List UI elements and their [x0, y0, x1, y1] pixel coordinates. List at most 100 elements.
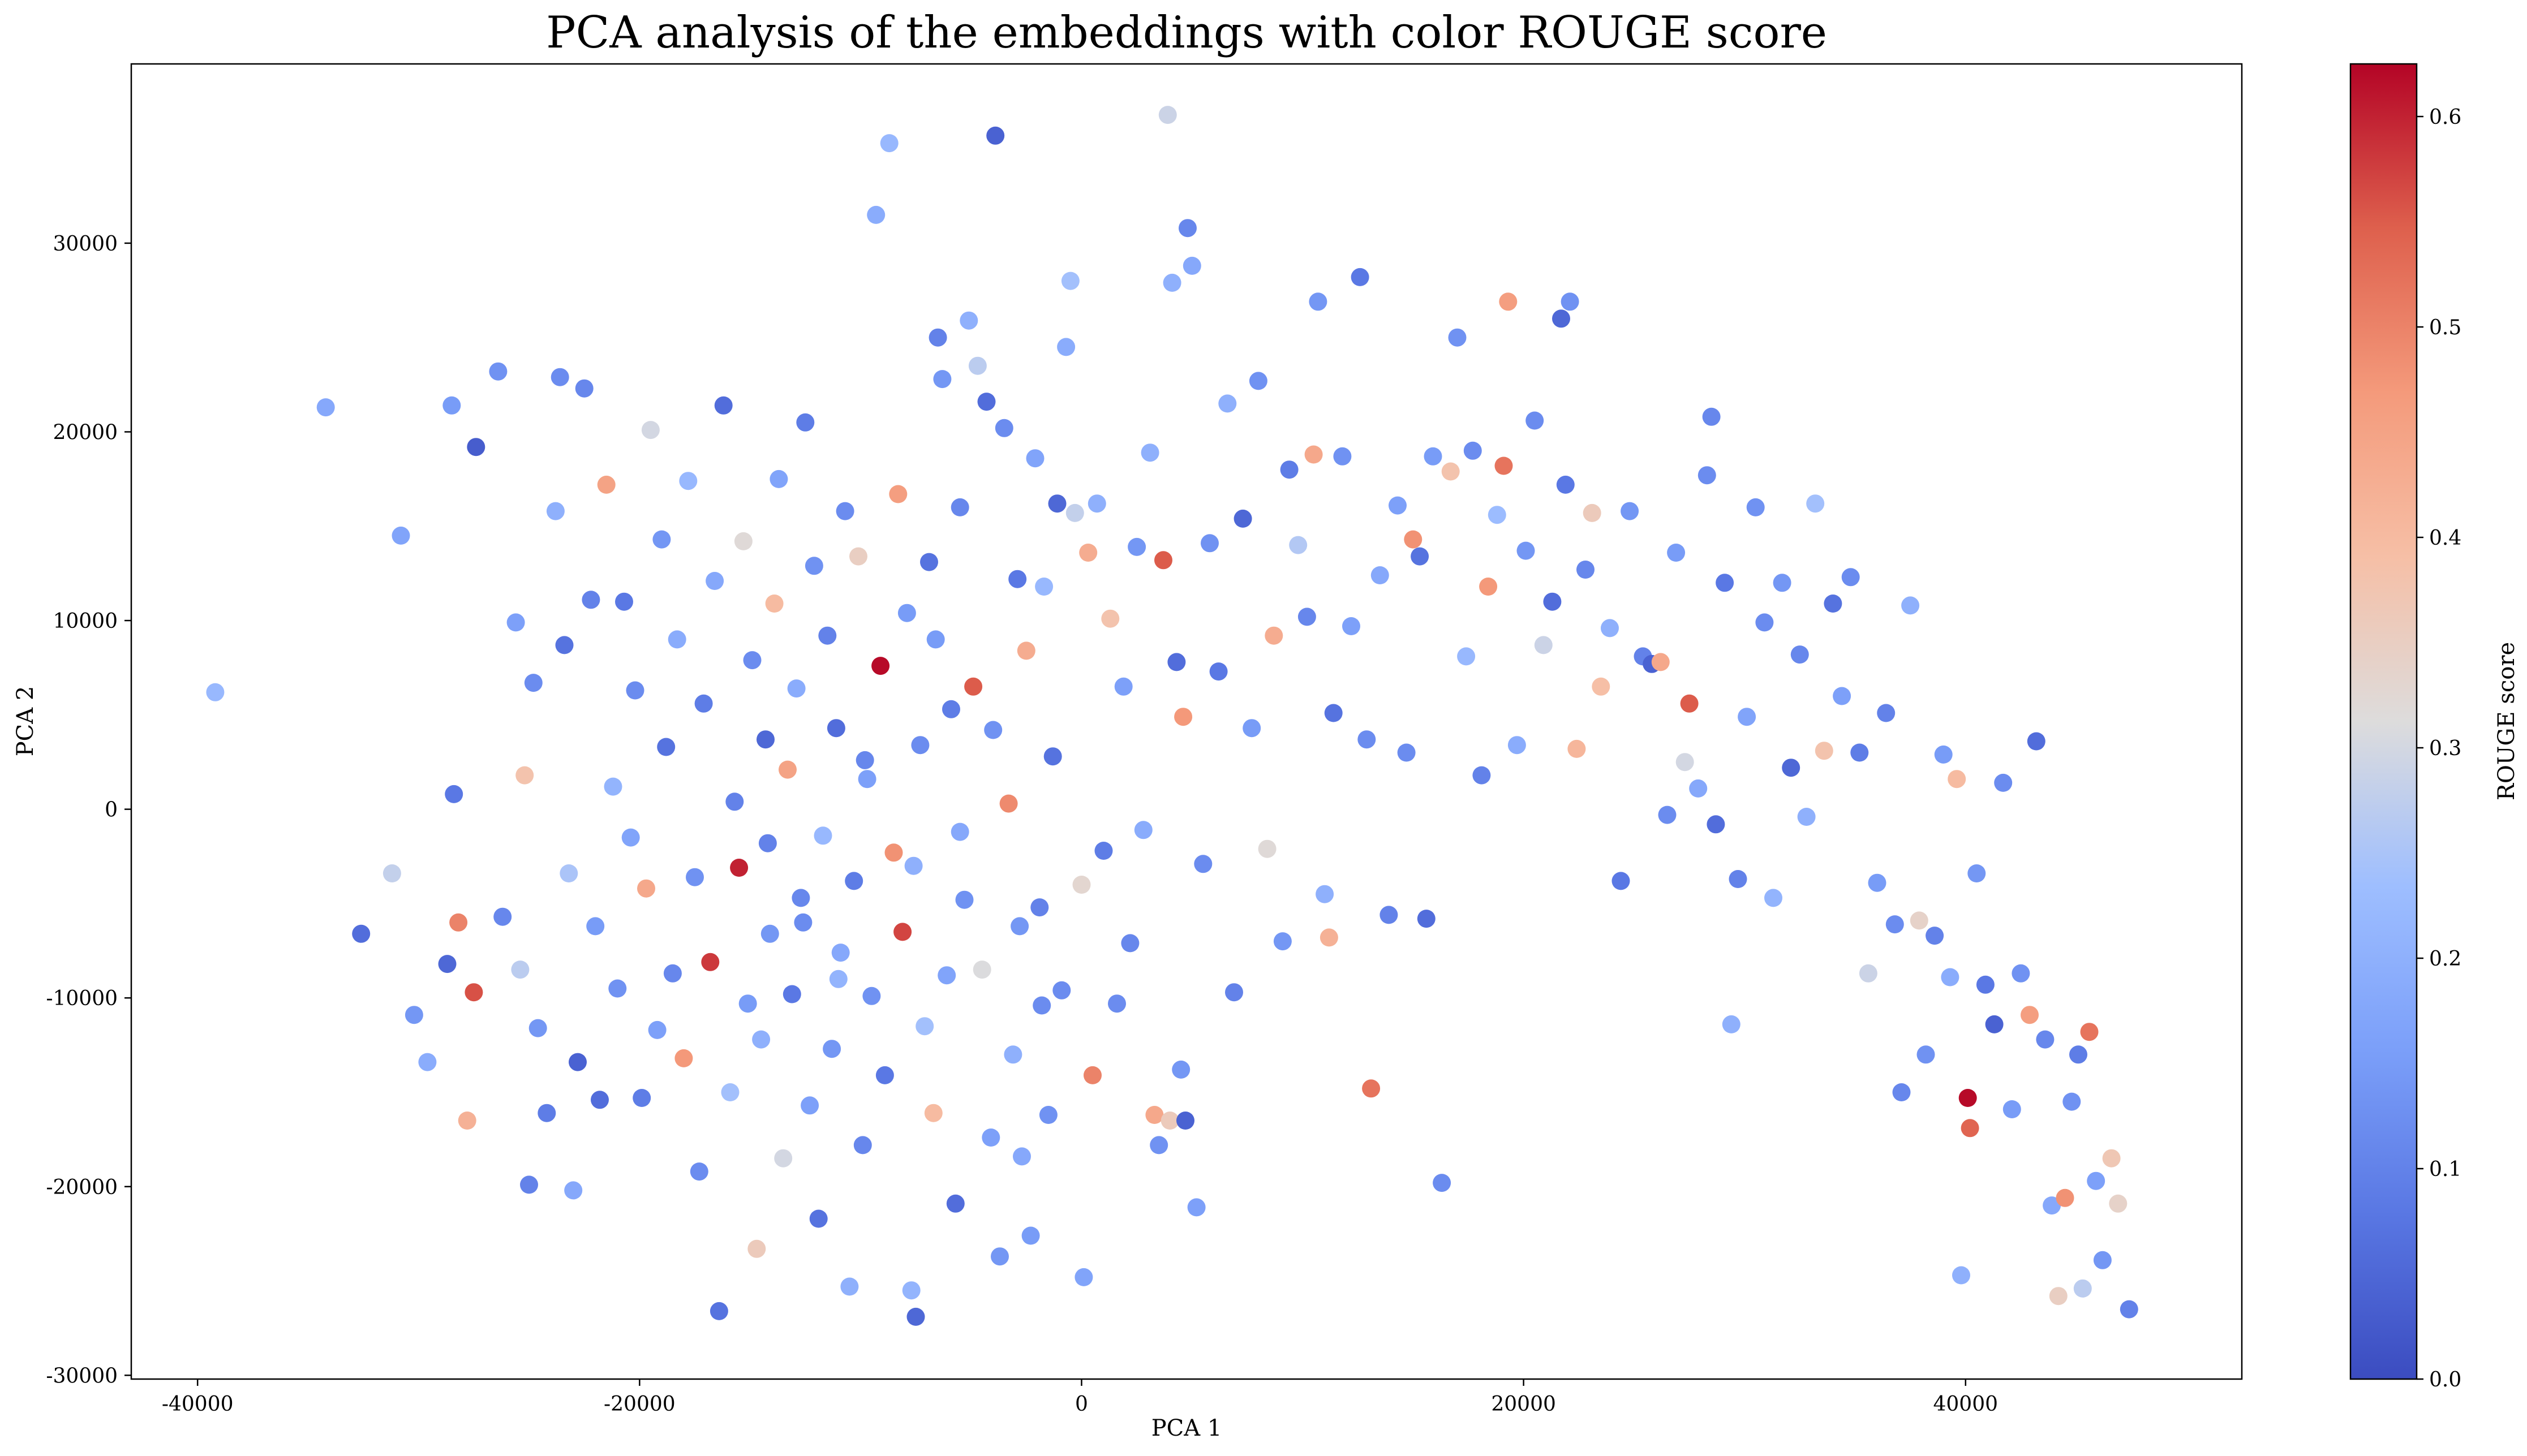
data-point	[853, 1136, 872, 1155]
data-point	[1494, 456, 1513, 475]
data-point	[564, 1181, 583, 1200]
data-point	[1697, 466, 1716, 485]
data-point	[1516, 541, 1535, 560]
data-point	[1072, 876, 1091, 894]
data-point	[977, 393, 996, 411]
data-point	[1161, 1112, 1179, 1130]
data-point	[1201, 534, 1219, 553]
data-point	[1065, 503, 1084, 522]
data-point	[1234, 509, 1252, 528]
y-axis-ticks: -30000 -20000 -10000 0 10000 20000 30000	[46, 232, 131, 1388]
data-point	[1101, 609, 1120, 628]
data-point	[982, 1128, 1000, 1147]
data-point	[1404, 530, 1422, 549]
data-point	[721, 1083, 740, 1101]
data-point	[1108, 994, 1126, 1013]
data-point	[1417, 910, 1436, 928]
data-point	[1985, 1015, 2004, 1033]
data-point	[1824, 595, 1842, 613]
data-point	[1552, 309, 1570, 328]
data-point	[520, 1175, 538, 1194]
data-point	[796, 413, 815, 432]
data-point	[752, 1030, 771, 1049]
data-point	[1561, 292, 1579, 311]
data-point	[1958, 1089, 1977, 1107]
data-point	[706, 572, 724, 590]
data-point	[405, 1006, 423, 1024]
colorbar-label: ROUGE score	[2494, 642, 2520, 800]
data-point	[392, 526, 410, 545]
data-point	[1967, 864, 1986, 882]
data-point	[1433, 1174, 1451, 1192]
data-point	[1194, 855, 1213, 873]
data-point	[880, 134, 899, 153]
data-point	[814, 826, 832, 845]
data-point	[1926, 927, 1944, 945]
data-point	[1611, 872, 1630, 890]
data-point	[1079, 544, 1098, 562]
data-point	[840, 1277, 859, 1296]
data-point	[991, 1247, 1009, 1266]
data-point	[1061, 272, 1080, 290]
data-point	[555, 636, 574, 654]
y-axis-label: PCA 2	[12, 686, 38, 757]
data-point	[1035, 578, 1054, 596]
x-tick-label: -40000	[162, 1393, 234, 1416]
data-point	[1209, 662, 1228, 681]
data-point	[1651, 653, 1670, 671]
data-point	[445, 785, 463, 803]
data-point	[1479, 578, 1498, 596]
data-point	[2120, 1300, 2138, 1319]
data-point	[694, 694, 713, 713]
data-point	[316, 398, 335, 417]
data-point	[1901, 596, 1920, 615]
data-point	[1342, 617, 1360, 635]
data-point	[714, 396, 733, 415]
data-point	[458, 1112, 476, 1130]
data-point	[465, 983, 483, 1002]
data-point	[818, 626, 837, 645]
data-point	[1815, 742, 1833, 760]
data-point	[2012, 964, 2030, 983]
data-point	[1667, 544, 1686, 562]
y-tick-label: 10000	[53, 610, 118, 633]
data-point	[1472, 766, 1491, 785]
data-point	[489, 362, 508, 381]
data-point	[1885, 915, 1904, 934]
data-point	[1362, 1079, 1381, 1098]
data-point	[924, 1104, 943, 1122]
data-point	[1280, 460, 1299, 479]
data-point	[916, 1017, 934, 1036]
data-point	[1675, 753, 1694, 772]
data-point	[679, 472, 698, 490]
data-point	[1702, 407, 1721, 426]
data-point	[1850, 743, 1869, 762]
data-point	[938, 966, 956, 985]
data-point	[1397, 743, 1416, 762]
data-point	[418, 1053, 437, 1071]
data-point	[1877, 704, 1896, 722]
data-point	[829, 970, 848, 988]
y-tick-label: -30000	[46, 1364, 118, 1388]
data-point	[1441, 462, 1460, 481]
data-point	[663, 964, 682, 983]
data-point	[1411, 547, 1429, 566]
data-point	[1218, 394, 1237, 413]
data-point	[551, 368, 569, 386]
data-point	[836, 502, 854, 520]
colorbar	[2349, 63, 2418, 1380]
colorbar-tick-label: 0.3	[2429, 737, 2461, 760]
data-point	[774, 1149, 793, 1168]
data-point	[1424, 447, 1442, 466]
data-point	[1773, 574, 1791, 592]
data-point	[586, 917, 605, 936]
x-tick-label: 40000	[1933, 1393, 1999, 1416]
data-point	[1351, 268, 1369, 286]
data-point	[758, 834, 777, 852]
data-point	[1722, 1015, 1740, 1033]
data-point	[1075, 1268, 1093, 1286]
y-tick-label: -10000	[46, 987, 118, 1010]
data-point	[1225, 983, 1243, 1002]
data-point	[734, 532, 753, 550]
data-point	[893, 923, 912, 941]
